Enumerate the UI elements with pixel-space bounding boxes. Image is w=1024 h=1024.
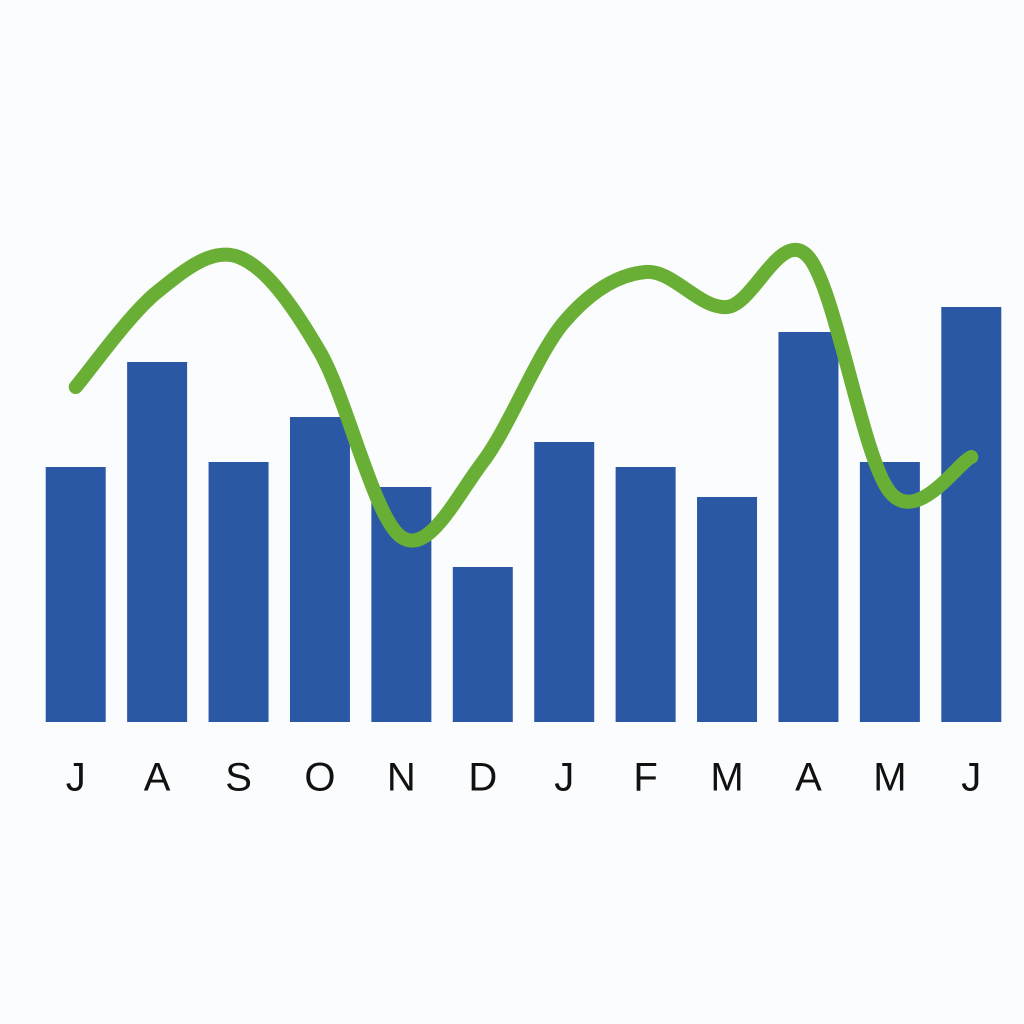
line [68,242,979,548]
x-tick-label: A [144,756,171,800]
bar [941,307,1002,722]
x-tick-label: A [795,756,822,800]
x-tick-label: M [710,756,743,800]
x-tick-label: N [387,756,416,800]
bar [615,467,676,722]
x-tick-label: J [554,756,574,800]
bar [289,417,350,722]
bar [778,332,839,722]
bar [371,487,432,722]
bar [452,567,513,722]
x-tick-label: F [633,756,657,800]
bar [127,362,188,722]
bar [208,462,269,722]
x-tick-label: D [468,756,497,800]
x-tick-label: S [225,756,252,800]
x-tick-label: O [304,756,335,800]
x-tick-label: J [961,756,981,800]
x-tick-label: M [873,756,906,800]
bar [45,467,106,722]
x-tick-label: J [66,756,86,800]
bar [697,497,758,722]
bar [534,442,595,722]
